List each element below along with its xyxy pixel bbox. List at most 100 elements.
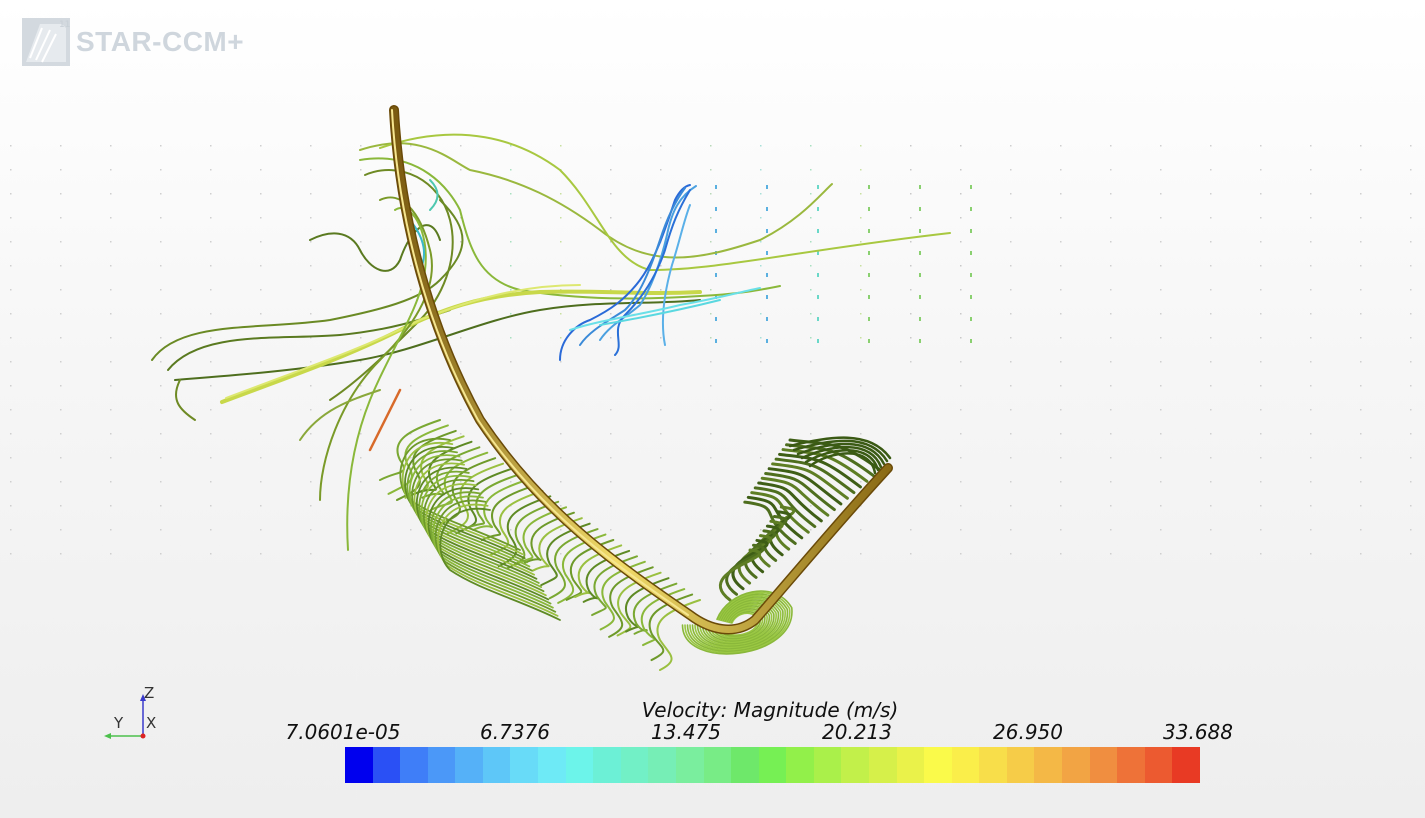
vector-dot [710,193,712,195]
vector-dot [460,169,462,171]
vector-dot [1410,265,1412,267]
vector-dot [60,313,62,315]
vector-dot [860,313,862,315]
vector-glyph [715,207,717,211]
vector-dot [710,145,712,147]
vector-dot [960,529,962,531]
vector-dot [510,145,512,147]
vector-dot [760,313,762,315]
vector-dot [910,433,912,435]
vector-dot [460,529,462,531]
vector-dot [10,145,12,147]
vector-dot [1360,145,1362,147]
vector-dot [960,313,962,315]
vector-dot [1060,481,1062,483]
colorbar-segment [896,747,925,783]
vector-dot [1160,241,1162,243]
vector-dot [260,505,262,507]
vector-dot [110,361,112,363]
vector-dot [760,457,762,459]
vector-dot [760,433,762,435]
vector-dot [310,529,312,531]
upper-streamlines [151,133,951,551]
vector-dot [310,337,312,339]
vector-dot [560,337,562,339]
streamline [523,511,575,565]
vector-dot [610,337,612,339]
vector-dot [310,409,312,411]
vector-dot [210,505,212,507]
vector-dot [960,481,962,483]
logo-version: 11 [59,20,71,30]
vector-dot [910,529,912,531]
vector-dot [560,145,562,147]
vector-dot [1060,529,1062,531]
vector-dot [560,457,562,459]
vector-glyph [715,273,717,277]
vector-dot [1410,241,1412,243]
vector-glyph [868,339,870,343]
vector-dot [160,457,162,459]
colorbar-segment [758,747,787,783]
colorbar-segment [703,747,732,783]
streamline [696,599,780,647]
vector-dot [1060,265,1062,267]
vector-dot [260,241,262,243]
vector-dot [510,481,512,483]
vector-dot [660,385,662,387]
vector-dot [160,385,162,387]
vector-dot [10,433,12,435]
vector-dot [560,217,562,219]
vector-dot [1260,265,1262,267]
vector-dot [760,169,762,171]
vector-dot [210,433,212,435]
vector-dot [960,169,962,171]
vector-dot [110,481,112,483]
vector-dot [360,361,362,363]
vector-glyph [868,295,870,299]
vector-dot [660,409,662,411]
vector-glyph [817,295,819,299]
vector-dot [860,169,862,171]
vector-dot [460,457,462,459]
vector-dot [960,265,962,267]
vector-dot [1010,289,1012,291]
vector-glyph [715,229,717,233]
vector-dot [910,193,912,195]
vector-dot [60,241,62,243]
vector-glyph [715,185,717,189]
vector-dot [1160,385,1162,387]
vector-dot [1210,193,1212,195]
vector-glyph [868,317,870,321]
streamline [463,473,520,531]
streamline [756,519,784,568]
vector-dot [60,529,62,531]
vector-dot [760,217,762,219]
vector-dot [860,217,862,219]
vector-dot [460,241,462,243]
vector-dot [1410,289,1412,291]
vector-dot [1310,385,1312,387]
vector-dot [1110,409,1112,411]
streamline [762,515,788,562]
vector-dot [360,193,362,195]
vector-dot [1110,481,1112,483]
streamline [531,517,583,572]
colorbar-segment [345,747,373,783]
vector-dot [760,265,762,267]
vector-dot [310,385,312,387]
vector-glyph [868,229,870,233]
streamline [796,442,886,466]
legend-tick: 13.475 [651,720,721,744]
vector-dot [310,217,312,219]
vector-dot [310,433,312,435]
vector-dot [860,529,862,531]
vector-dot [410,337,412,339]
vector-dot [1210,529,1212,531]
streamline [429,179,439,211]
vector-dot [1210,433,1212,435]
vector-dot [860,433,862,435]
vector-dot [760,241,762,243]
vector-dot [460,337,462,339]
